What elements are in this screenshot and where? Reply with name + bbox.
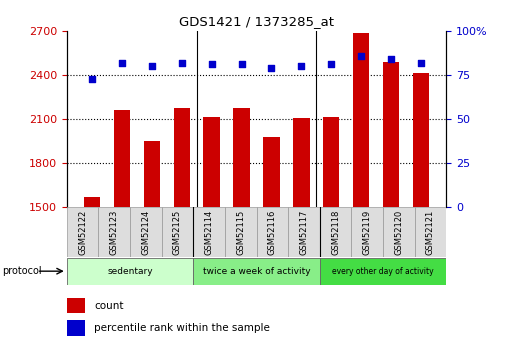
Bar xyxy=(353,32,369,207)
Point xyxy=(357,53,365,58)
Bar xyxy=(144,141,160,207)
Bar xyxy=(173,108,190,207)
Point xyxy=(267,65,275,71)
Text: GSM52120: GSM52120 xyxy=(394,209,403,255)
Bar xyxy=(383,62,399,207)
Text: GSM52122: GSM52122 xyxy=(78,209,87,255)
Bar xyxy=(67,298,85,313)
Text: GSM52114: GSM52114 xyxy=(205,209,213,255)
Bar xyxy=(98,207,130,257)
Point xyxy=(118,60,126,66)
Bar xyxy=(204,117,220,207)
Point xyxy=(177,60,186,66)
Text: protocol: protocol xyxy=(3,266,42,276)
Text: GSM52119: GSM52119 xyxy=(363,209,372,255)
Text: GSM52116: GSM52116 xyxy=(268,209,277,255)
Bar xyxy=(383,207,415,257)
Bar xyxy=(114,110,130,207)
Title: GDS1421 / 1373285_at: GDS1421 / 1373285_at xyxy=(179,16,334,29)
Bar xyxy=(412,73,429,207)
Bar xyxy=(162,207,193,257)
Bar xyxy=(193,258,320,285)
Text: every other day of activity: every other day of activity xyxy=(332,267,434,276)
Bar xyxy=(320,207,351,257)
Bar xyxy=(193,207,225,257)
Point xyxy=(417,60,425,66)
Text: GSM52123: GSM52123 xyxy=(110,209,119,255)
Text: GSM52118: GSM52118 xyxy=(331,209,340,255)
Text: GSM52121: GSM52121 xyxy=(426,209,435,255)
Bar xyxy=(288,207,320,257)
Point xyxy=(297,63,305,69)
Text: percentile rank within the sample: percentile rank within the sample xyxy=(94,323,270,333)
Bar xyxy=(130,207,162,257)
Bar xyxy=(293,118,309,207)
Bar xyxy=(263,137,280,207)
Text: GSM52117: GSM52117 xyxy=(300,209,308,255)
Bar xyxy=(323,117,340,207)
Bar xyxy=(351,207,383,257)
Text: count: count xyxy=(94,301,124,311)
Text: sedentary: sedentary xyxy=(107,267,153,276)
Text: GSM52124: GSM52124 xyxy=(141,209,150,255)
Point xyxy=(387,57,395,62)
Point xyxy=(208,62,216,67)
Point xyxy=(327,62,336,67)
Bar xyxy=(84,197,101,207)
Bar xyxy=(67,258,193,285)
Bar xyxy=(225,207,256,257)
Text: GSM52125: GSM52125 xyxy=(173,209,182,255)
Text: twice a week of activity: twice a week of activity xyxy=(203,267,310,276)
Bar xyxy=(415,207,446,257)
Bar xyxy=(67,320,85,336)
Bar xyxy=(256,207,288,257)
Text: GSM52115: GSM52115 xyxy=(236,209,245,255)
Bar xyxy=(67,207,98,257)
Point xyxy=(148,63,156,69)
Bar xyxy=(233,108,250,207)
Bar xyxy=(320,258,446,285)
Point xyxy=(238,62,246,67)
Point xyxy=(88,76,96,81)
